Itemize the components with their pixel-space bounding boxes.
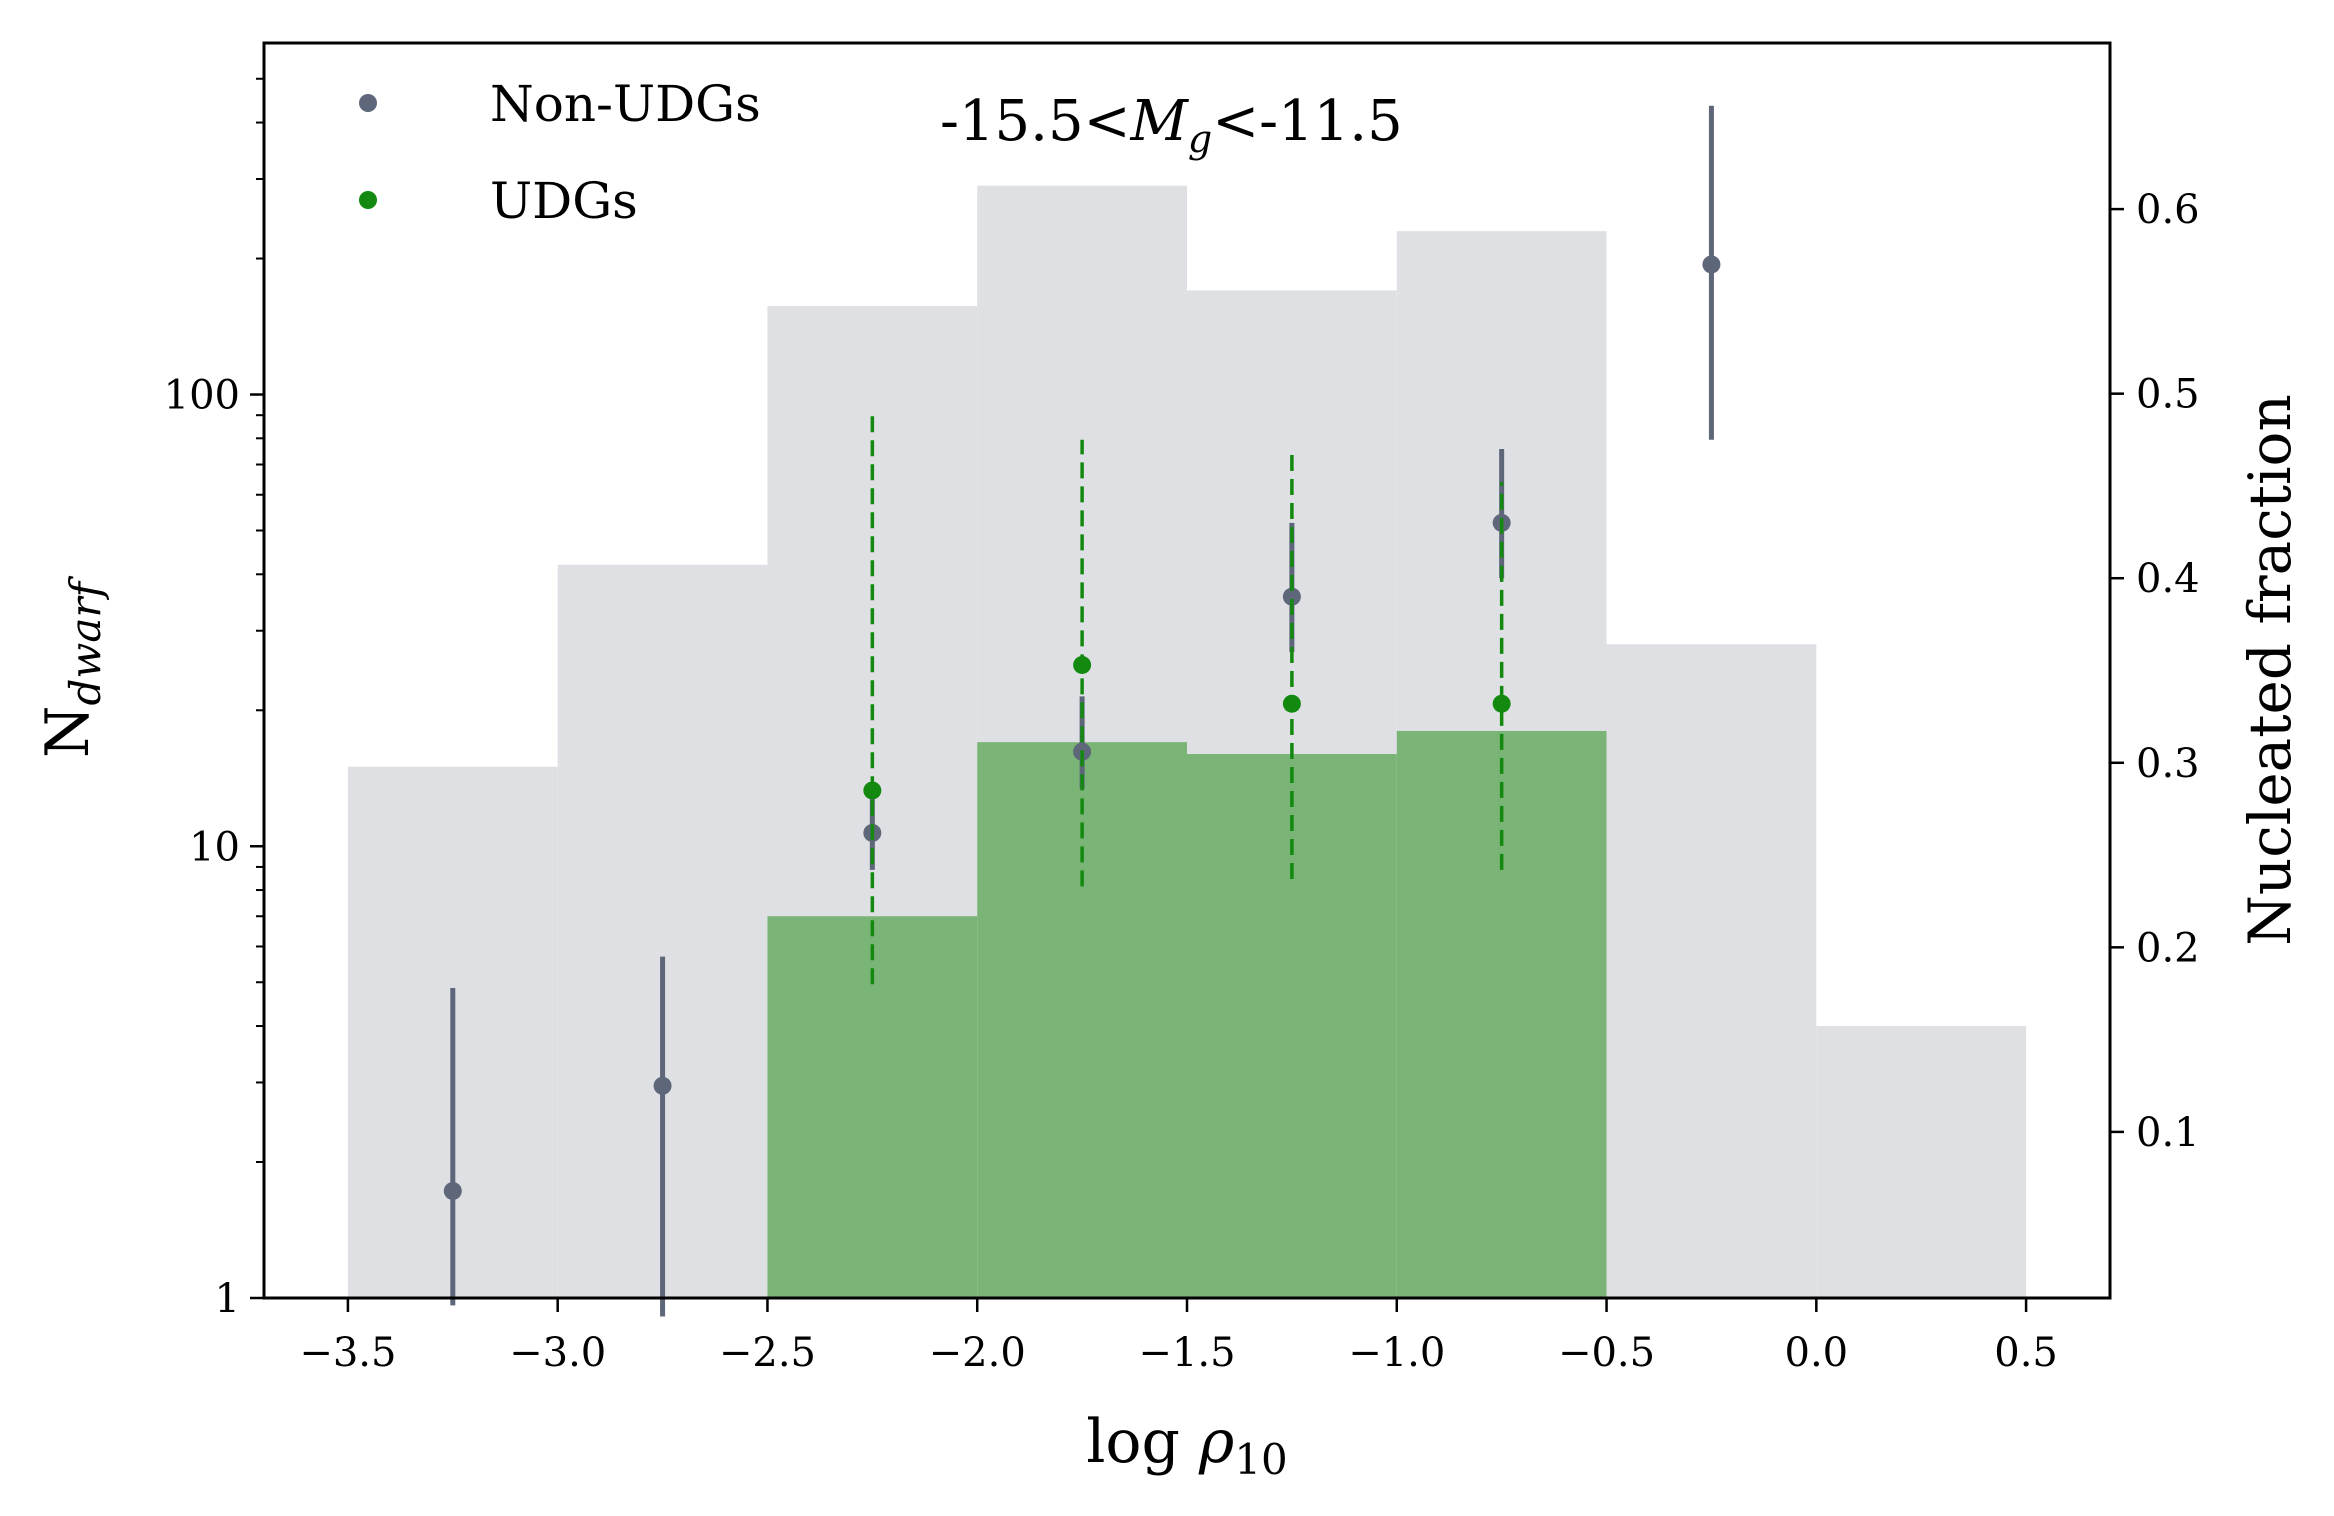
x-tick-label: −1.0 [1348,1330,1445,1376]
x-tick-label: −2.0 [929,1330,1026,1376]
legend: Non-UDGs UDGs [359,75,761,230]
y-tick-label-right: 0.4 [2136,556,2200,602]
y-tick-label-right: 0.2 [2136,925,2200,971]
y-tick-label-left: 100 [164,373,240,419]
y-axis-label-left: Ndwarf [33,576,110,758]
errorbar-layer [443,105,1721,1317]
x-tick-label: −0.5 [1558,1330,1655,1376]
y-tick-label-left: 10 [189,824,240,870]
histogram-layer [347,185,2027,1299]
hist-bar-all-dwarfs [1816,1026,2027,1298]
tick-layer: −3.5 −3.0 −2.5 −2.0 −1.5 −1.0 −0.5 0.0 0.5 1 10 100… [164,77,2200,1376]
data-point-non-udgs [1282,587,1301,606]
x-tick-label: −1.5 [1138,1330,1235,1376]
data-point-non-udgs [653,1076,672,1095]
y-tick-label-right: 0.1 [2136,1110,2200,1156]
hist-bar-all-dwarfs [1606,644,1817,1298]
data-point-udgs [1073,655,1092,674]
magnitude-range-annotation: -15.5<Mg<-11.5 [940,89,1403,161]
data-point-udgs [1282,694,1301,713]
y-tick-label-right: 0.3 [2136,741,2200,787]
legend-label-non-udgs: Non-UDGs [490,75,761,133]
hist-bar-udgs [1187,754,1397,1298]
data-point-non-udgs [1702,255,1721,274]
y-tick-label-right: 0.6 [2136,187,2200,233]
x-tick-label: −2.5 [719,1330,816,1376]
legend-marker-non-udgs [359,94,377,112]
x-tick-label: −3.5 [299,1330,396,1376]
hist-bar-udgs [1396,730,1607,1298]
x-tick-label: 0.5 [1994,1330,2058,1376]
data-point-udgs [1492,694,1511,713]
x-axis-label: log ρ10 [1086,1407,1288,1484]
data-point-udgs [863,781,882,800]
x-tick-label: −3.0 [509,1330,606,1376]
y-tick-label-right: 0.5 [2136,372,2200,418]
y-tick-label-left: 1 [215,1276,240,1322]
legend-label-udgs: UDGs [490,172,638,230]
legend-marker-udgs [359,191,377,209]
data-point-non-udgs [443,1181,462,1200]
y-axis-label-right: Nucleated fraction [2236,394,2304,946]
x-tick-label: 0.0 [1785,1330,1849,1376]
